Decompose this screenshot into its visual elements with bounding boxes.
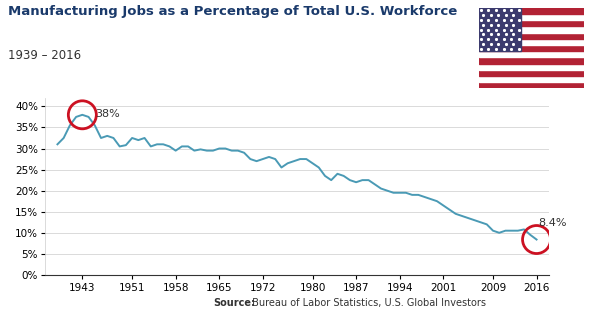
Bar <box>479 8 521 51</box>
Bar <box>479 33 584 39</box>
Bar <box>479 27 584 33</box>
Bar <box>479 64 584 70</box>
Text: 38%: 38% <box>95 109 119 119</box>
Bar <box>479 39 584 45</box>
Text: Source:: Source: <box>213 298 255 308</box>
Bar <box>479 51 584 58</box>
Bar <box>479 58 584 64</box>
Text: Bureau of Labor Statistics, U.S. Global Investors: Bureau of Labor Statistics, U.S. Global … <box>249 298 486 308</box>
Text: 8.4%: 8.4% <box>538 218 566 228</box>
Bar <box>479 70 584 76</box>
Bar <box>479 45 584 51</box>
Bar <box>479 20 584 27</box>
Bar <box>479 82 584 88</box>
Bar <box>479 8 584 14</box>
Text: 1939 – 2016: 1939 – 2016 <box>8 49 81 62</box>
Text: Manufacturing Jobs as a Percentage of Total U.S. Workforce: Manufacturing Jobs as a Percentage of To… <box>8 5 457 18</box>
Bar <box>479 76 584 82</box>
Bar <box>479 14 584 20</box>
